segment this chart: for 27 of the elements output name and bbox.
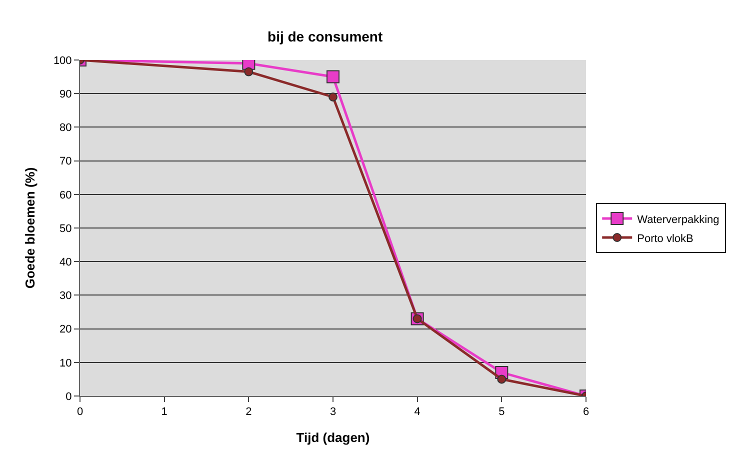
x-tick-label: 6 xyxy=(582,406,590,418)
x-tick-label: 1 xyxy=(161,406,168,418)
point xyxy=(244,67,254,76)
y-axis-title: Goede bloemen (%) xyxy=(22,167,38,289)
y-tick-label: 30 xyxy=(60,290,72,302)
legend-label: Waterverpakking xyxy=(637,214,720,226)
chart-title: bij de consument xyxy=(268,28,383,45)
y-tick-label: 80 xyxy=(60,122,72,134)
y-tick-label: 10 xyxy=(60,357,72,370)
y-tick-label: 90 xyxy=(60,88,72,100)
legend-label: Porto vlokB xyxy=(637,232,694,245)
y-tick-label: 60 xyxy=(60,189,72,202)
y-tick-label: 70 xyxy=(60,156,72,168)
y-tick-label: 20 xyxy=(60,324,72,336)
point xyxy=(326,70,340,84)
x-tick-label: 2 xyxy=(246,406,252,418)
y-tick-label: 100 xyxy=(53,54,72,67)
y-tick-label: 40 xyxy=(60,256,72,268)
y-tick-label: 0 xyxy=(66,390,72,403)
x-tick-label: 3 xyxy=(330,406,336,418)
x-tick-label: 5 xyxy=(498,406,505,418)
y-tick-label: 50 xyxy=(60,222,72,235)
point xyxy=(328,92,338,102)
x-axis-title: Tijd (dagen) xyxy=(296,430,370,445)
x-tick-label: 4 xyxy=(414,406,420,418)
x-tick-label: 0 xyxy=(76,406,84,418)
point xyxy=(497,374,506,384)
